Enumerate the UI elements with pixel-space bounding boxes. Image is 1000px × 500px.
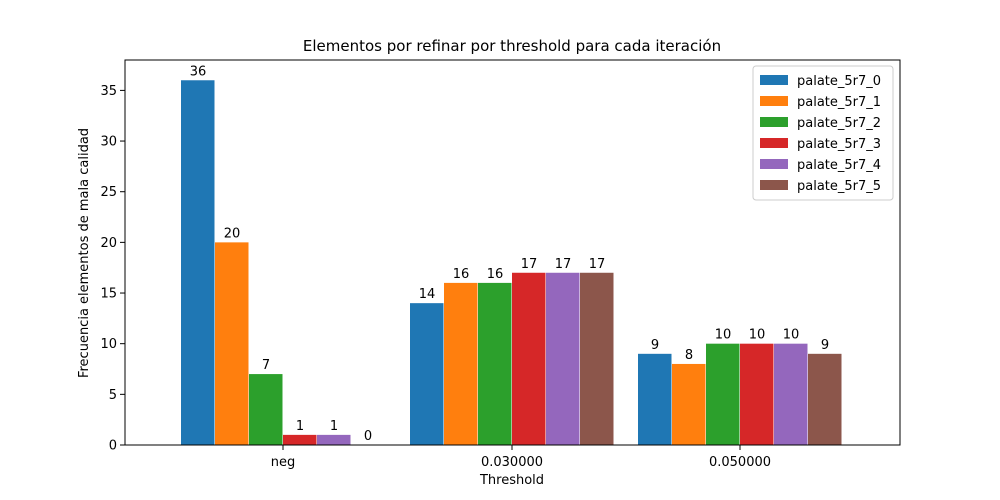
data-label-palate_5r7_0-0.030000: 14 — [419, 287, 436, 302]
data-label-palate_5r7_2-0.030000: 16 — [487, 267, 504, 282]
data-label-palate_5r7_3-0.030000: 17 — [521, 257, 538, 272]
legend-label-palate_5r7_1: palate_5r7_1 — [797, 95, 881, 110]
legend-swatch-palate_5r7_2 — [760, 117, 788, 127]
bar-palate_5r7_1-0.030000 — [444, 282, 478, 445]
bar-palate_5r7_2-neg — [249, 374, 283, 445]
data-label-palate_5r7_4-0.030000: 17 — [555, 257, 572, 272]
x-axis-label: Threshold — [479, 473, 544, 488]
y-tick-label: 5 — [109, 388, 117, 403]
bar-palate_5r7_3-0.050000 — [740, 343, 774, 445]
legend-swatch-palate_5r7_0 — [760, 75, 788, 85]
data-label-palate_5r7_1-0.030000: 16 — [453, 267, 470, 282]
bar-palate_5r7_0-0.030000 — [410, 303, 444, 445]
chart-title: Elementos por refinar por threshold para… — [303, 37, 721, 55]
bar-palate_5r7_1-0.050000 — [672, 363, 706, 445]
legend-label-palate_5r7_0: palate_5r7_0 — [797, 74, 881, 89]
data-label-palate_5r7_5-0.030000: 17 — [589, 257, 606, 272]
bar-palate_5r7_3-0.030000 — [512, 272, 546, 445]
data-label-palate_5r7_1-neg: 20 — [224, 226, 241, 241]
data-label-palate_5r7_4-0.050000: 10 — [783, 328, 800, 343]
legend-swatch-palate_5r7_4 — [760, 159, 788, 169]
y-tick-label: 0 — [109, 439, 117, 454]
legend-label-palate_5r7_3: palate_5r7_3 — [797, 137, 881, 152]
data-label-palate_5r7_2-neg: 7 — [262, 358, 270, 373]
y-tick-label: 20 — [100, 236, 117, 251]
data-label-palate_5r7_3-0.050000: 10 — [749, 328, 766, 343]
data-labels-layer: 36 14 9 20 16 8 7 16 10 1 17 10 1 17 10 0 17 9 — [190, 64, 829, 444]
y-axis-label: Frecuencia elementos de mala calidad — [77, 128, 92, 378]
data-label-palate_5r7_4-neg: 1 — [330, 419, 338, 434]
bar-palate_5r7_5-0.050000 — [808, 353, 842, 445]
data-label-palate_5r7_0-neg: 36 — [190, 64, 207, 79]
bar-palate_5r7_4-neg — [317, 434, 351, 445]
bar-palate_5r7_4-0.050000 — [774, 343, 808, 445]
y-tick-label: 35 — [100, 84, 117, 99]
legend-swatch-palate_5r7_3 — [760, 138, 788, 148]
x-tick-label: 0.030000 — [481, 455, 543, 470]
bar-palate_5r7_2-0.050000 — [706, 343, 740, 445]
bar-palate_5r7_2-0.030000 — [478, 282, 512, 445]
y-tick-label: 15 — [100, 287, 117, 302]
bars-layer — [181, 80, 842, 445]
y-tick-label: 25 — [100, 185, 117, 200]
data-label-palate_5r7_2-0.050000: 10 — [715, 328, 732, 343]
bar-palate_5r7_3-neg — [283, 434, 317, 445]
bar-palate_5r7_4-0.030000 — [546, 272, 580, 445]
data-label-palate_5r7_3-neg: 1 — [296, 419, 304, 434]
data-label-palate_5r7_1-0.050000: 8 — [685, 348, 693, 363]
x-tick-label: neg — [271, 455, 296, 470]
plot-frame — [124, 59, 901, 446]
legend-label-palate_5r7_5: palate_5r7_5 — [797, 179, 881, 194]
legend-swatch-palate_5r7_1 — [760, 96, 788, 106]
data-label-palate_5r7_5-neg: 0 — [364, 429, 372, 444]
legend-label-palate_5r7_4: palate_5r7_4 — [797, 158, 881, 173]
bar-palate_5r7_5-0.030000 — [580, 272, 614, 445]
bar-palate_5r7_0-0.050000 — [638, 353, 672, 445]
y-tick-label: 30 — [100, 135, 117, 150]
data-label-palate_5r7_5-0.050000: 9 — [821, 338, 829, 353]
legend: palate_5r7_0 palate_5r7_1 palate_5r7_2pala… — [752, 65, 894, 201]
bar-palate_5r7_0-neg — [181, 80, 215, 445]
x-tick-label: 0.050000 — [709, 455, 771, 470]
y-tick-label: 10 — [100, 337, 117, 352]
bar-palate_5r7_1-neg — [215, 242, 249, 445]
data-label-palate_5r7_0-0.050000: 9 — [651, 338, 659, 353]
legend-label-palate_5r7_2: palate_5r7_2 — [797, 116, 881, 131]
legend-swatch-palate_5r7_5 — [760, 180, 788, 190]
